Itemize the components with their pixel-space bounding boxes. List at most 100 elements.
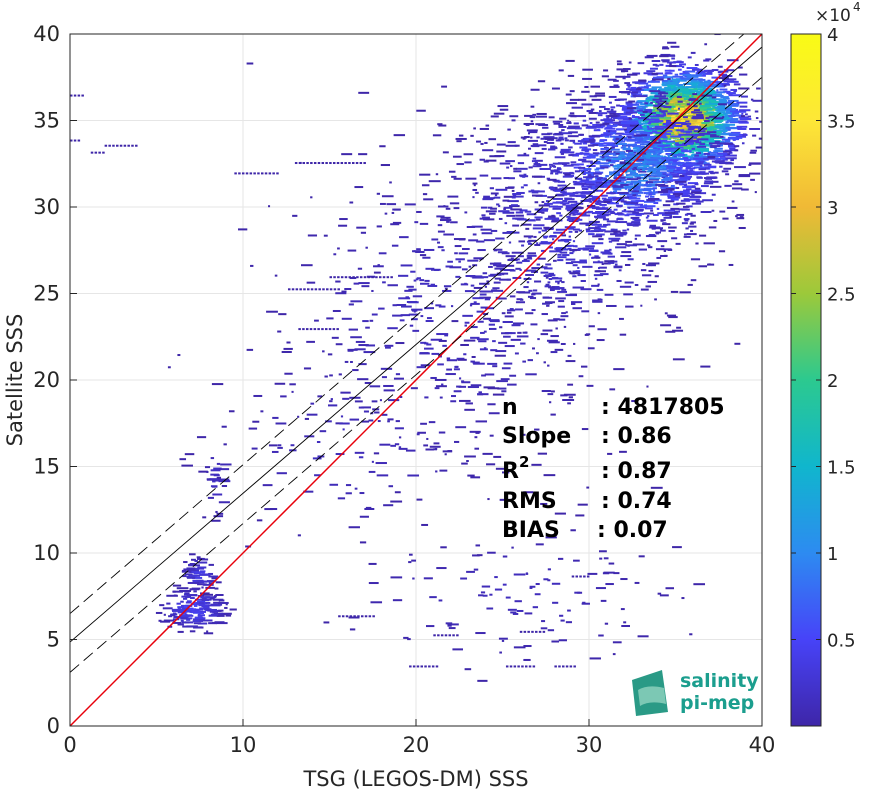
density-cell [551,87,560,90]
density-cell [710,135,720,138]
density-cell [547,148,556,151]
density-cell [557,168,562,171]
density-cell [634,139,644,142]
density-cell [605,130,617,133]
density-cell [704,180,714,183]
density-cell [650,174,660,177]
density-cell [636,166,648,169]
density-cell [635,117,639,120]
density-cell [522,137,526,140]
density-cell [182,575,187,578]
density-cell [485,124,490,127]
density-cell [359,515,369,518]
density-cell [509,295,516,298]
density-cell [615,246,627,249]
density-cell [650,157,659,160]
density-cell [658,114,667,117]
density-cell [584,137,592,140]
density-cell [545,137,554,140]
density-cell [432,448,437,451]
density-cell [634,237,638,240]
density-cell [363,410,369,413]
density-cell [191,558,196,561]
density-cell [618,90,631,93]
density-cell [599,273,609,276]
density-cell [598,550,607,553]
stat-slope-value: : 0.86 [601,424,672,449]
density-cell [510,257,514,260]
density-cell [483,239,496,242]
density-cell [615,75,626,78]
density-cell [365,506,372,509]
density-cell [636,174,643,177]
density-cell [634,111,645,114]
density-cell [525,123,530,126]
density-cell [276,472,287,475]
density-cell [478,594,484,597]
density-cell [274,274,278,277]
density-cell [322,288,325,291]
density-cell [523,152,527,155]
density-cell [416,433,420,436]
density-cell [477,393,489,396]
density-cell [629,89,640,92]
density-cell [695,152,701,155]
density-cell [693,78,703,81]
density-cell [698,121,710,124]
density-cell [292,214,298,217]
density-cell [455,365,459,368]
density-cell [741,112,744,115]
density-cell [502,583,507,586]
density-cell [568,131,578,134]
density-cell [326,288,329,291]
density-cell [388,399,400,402]
density-cell [628,173,633,176]
density-cell [715,161,727,164]
density-cell [663,94,675,97]
density-cell [682,133,694,136]
density-cell [573,209,579,212]
density-cell [557,305,565,308]
density-cell [604,260,615,263]
density-cell [680,102,686,105]
density-cell [501,367,511,370]
density-cell [196,436,207,439]
density-cell [540,333,549,336]
density-cell [424,307,435,310]
density-cell [622,77,626,80]
density-cell [655,248,665,251]
density-cell [431,352,440,355]
density-cell [627,103,633,106]
density-cell [543,578,549,581]
density-cell [521,665,524,668]
density-cell [494,277,501,280]
density-cell [465,177,477,180]
density-cell [513,167,517,170]
density-cell [729,151,733,154]
density-cell [603,122,610,125]
density-cell [567,247,572,250]
density-cell [348,616,360,619]
density-cell [312,457,322,460]
density-cell [576,181,579,184]
density-cell [368,615,372,618]
density-cell [574,230,579,233]
density-cell [592,299,600,302]
density-cell [357,615,360,618]
density-cell [432,134,442,137]
density-cell [356,226,367,229]
density-cell [335,343,343,346]
density-cell [552,120,563,123]
density-cell [540,249,546,252]
density-cell [645,181,654,184]
density-cell [676,146,684,149]
density-cell [569,139,576,142]
density-cell [436,567,447,570]
density-cell [559,117,567,120]
density-cell [706,176,717,179]
density-cell [643,200,656,203]
density-cell [583,211,591,214]
density-cell [562,399,575,402]
density-cell [537,210,542,213]
density-cell [608,240,613,243]
